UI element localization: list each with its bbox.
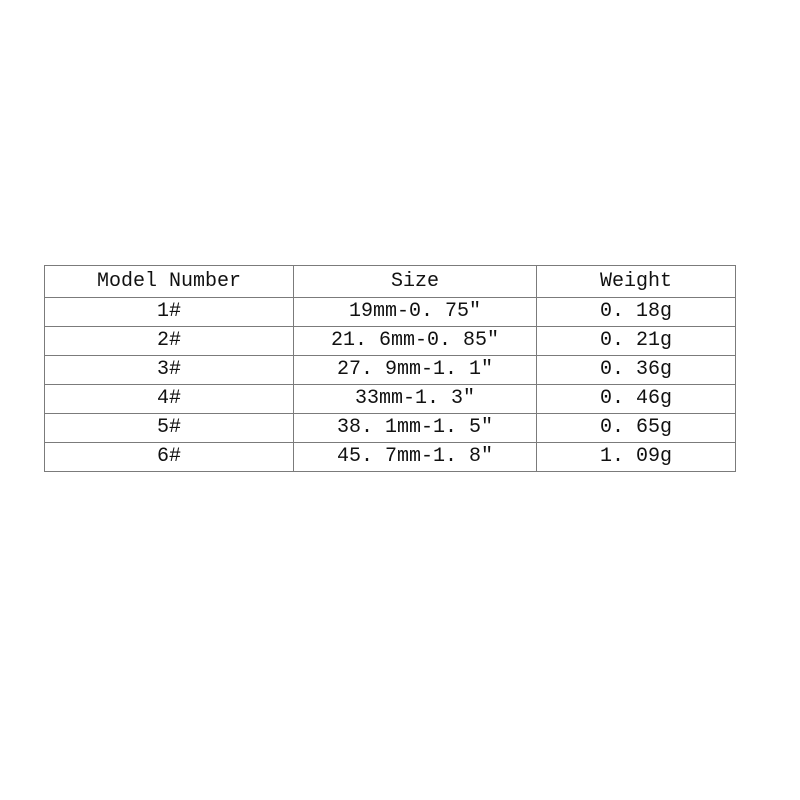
cell-model: 3# xyxy=(44,355,294,385)
cell-weight: 0. 18g xyxy=(536,297,736,327)
cell-weight: 0. 21g xyxy=(536,326,736,356)
header-size: Size xyxy=(293,265,537,298)
cell-weight: 1. 09g xyxy=(536,442,736,472)
cell-size: 38. 1mm-1. 5" xyxy=(293,413,537,443)
cell-model: 5# xyxy=(44,413,294,443)
cell-size: 19mm-0. 75" xyxy=(293,297,537,327)
table-row: 6# 45. 7mm-1. 8" 1. 09g xyxy=(44,442,736,472)
cell-size: 27. 9mm-1. 1" xyxy=(293,355,537,385)
cell-size: 21. 6mm-0. 85" xyxy=(293,326,537,356)
table-row: 4# 33mm-1. 3" 0. 46g xyxy=(44,384,736,414)
cell-weight: 0. 65g xyxy=(536,413,736,443)
table-row: 2# 21. 6mm-0. 85" 0. 21g xyxy=(44,326,736,356)
table-row: 5# 38. 1mm-1. 5" 0. 65g xyxy=(44,413,736,443)
cell-model: 6# xyxy=(44,442,294,472)
cell-weight: 0. 36g xyxy=(536,355,736,385)
header-model-number: Model Number xyxy=(44,265,294,298)
table-header-row: Model Number Size Weight xyxy=(44,265,736,298)
cell-weight: 0. 46g xyxy=(536,384,736,414)
cell-model: 1# xyxy=(44,297,294,327)
cell-model: 2# xyxy=(44,326,294,356)
spec-table: Model Number Size Weight 1# 19mm-0. 75" … xyxy=(44,265,736,472)
cell-size: 45. 7mm-1. 8" xyxy=(293,442,537,472)
cell-model: 4# xyxy=(44,384,294,414)
table-row: 3# 27. 9mm-1. 1" 0. 36g xyxy=(44,355,736,385)
table-row: 1# 19mm-0. 75" 0. 18g xyxy=(44,297,736,327)
cell-size: 33mm-1. 3" xyxy=(293,384,537,414)
header-weight: Weight xyxy=(536,265,736,298)
